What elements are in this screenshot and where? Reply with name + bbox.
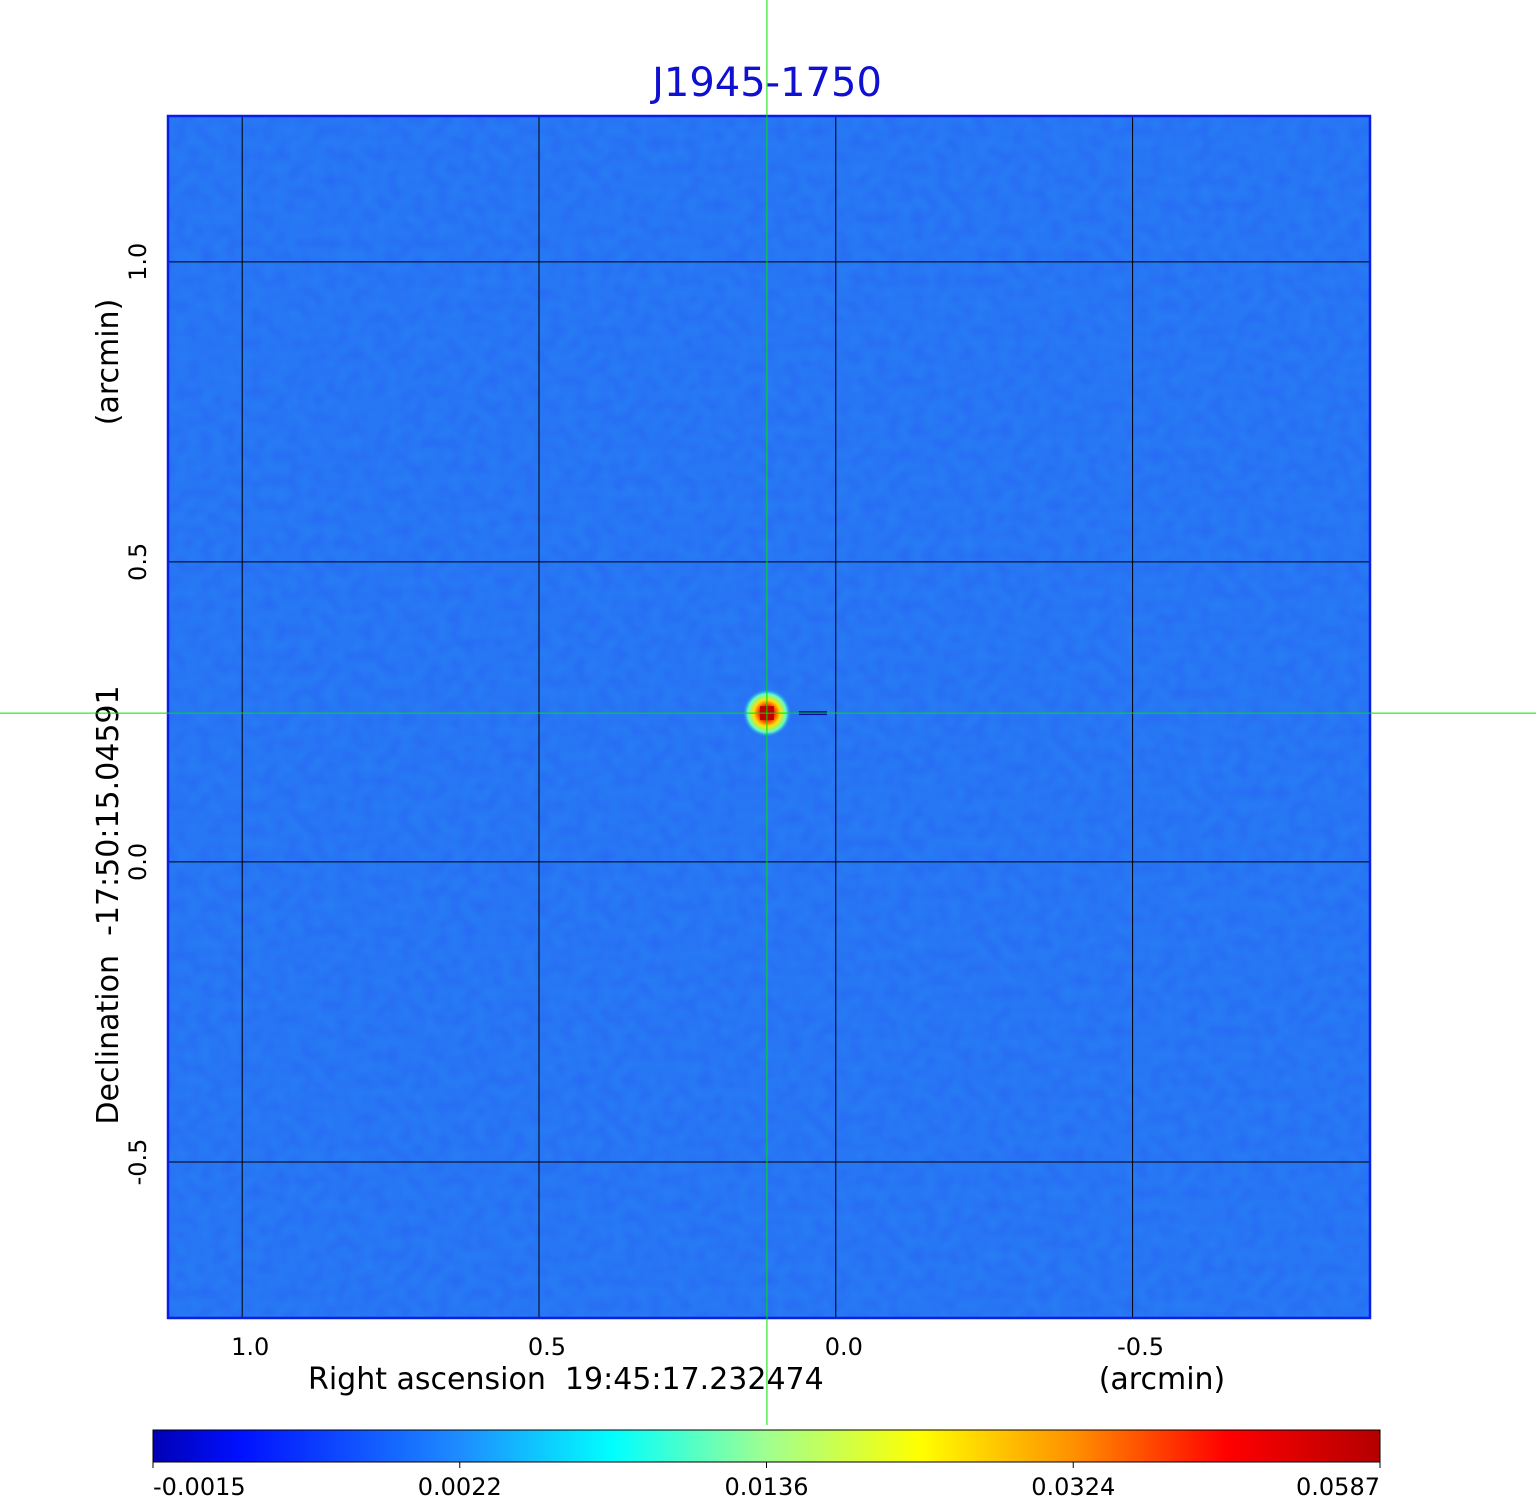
y-axis-label: Declination -17:50:15.04591 xyxy=(91,685,126,1124)
colorbar xyxy=(152,1429,1381,1463)
y-tick-label: 1.0 xyxy=(124,243,152,281)
colorbar-tick-label: 0.0324 xyxy=(1031,1473,1115,1500)
y-axis-unit: (arcmin) xyxy=(91,299,126,426)
x-tick-label: 1.0 xyxy=(231,1333,269,1361)
chart-title: J1945-1750 xyxy=(649,60,882,106)
x-tick-label: -0.5 xyxy=(1117,1333,1164,1361)
colorbar-tick-label: 0.0136 xyxy=(725,1473,809,1500)
y-tick-label: 0.0 xyxy=(124,843,152,881)
x-tick-label: 0.5 xyxy=(528,1333,566,1361)
colorbar-tick-label: -0.0015 xyxy=(153,1473,246,1500)
colorbar-tick-label: 0.0587 xyxy=(1296,1473,1380,1500)
x-tick-label: 0.0 xyxy=(825,1333,863,1361)
plot-border xyxy=(166,114,1372,1320)
y-tick-label: 0.5 xyxy=(124,543,152,581)
y-tick-label: -0.5 xyxy=(124,1139,152,1186)
x-axis-unit: (arcmin) xyxy=(1099,1362,1226,1397)
x-axis-label: Right ascension 19:45:17.232474 xyxy=(308,1362,824,1397)
colorbar-tick-label: 0.0022 xyxy=(418,1473,502,1500)
